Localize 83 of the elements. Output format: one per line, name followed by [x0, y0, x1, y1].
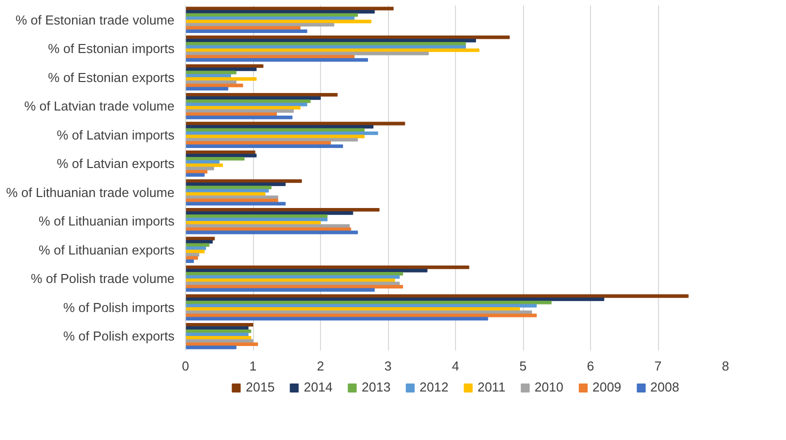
bar: [186, 198, 278, 202]
x-tick-label: 6: [586, 358, 594, 374]
bar: [186, 6, 394, 10]
bar: [186, 70, 236, 74]
legend-label: 2013: [362, 380, 391, 394]
bar: [186, 38, 476, 42]
y-tick-label: % of Latvian exports: [56, 156, 175, 172]
bar: [186, 122, 406, 126]
bar: [186, 300, 552, 304]
bar: [186, 332, 249, 336]
bar: [186, 230, 358, 234]
bar: [186, 259, 194, 263]
bar: [186, 294, 689, 298]
bar: [186, 29, 308, 33]
legend-label: 2008: [650, 380, 680, 394]
bar: [186, 128, 365, 132]
bar: [186, 243, 210, 247]
bar: [186, 134, 365, 138]
bar: [186, 282, 400, 286]
x-tick-label: 5: [519, 358, 527, 374]
bar: [186, 109, 294, 113]
bar: [186, 186, 272, 190]
bar: [186, 339, 254, 343]
bar: [186, 275, 400, 279]
legend-label: 2012: [420, 380, 448, 394]
bar: [186, 314, 537, 318]
bar: [186, 202, 286, 206]
bar: [186, 102, 308, 106]
x-tick-label: 4: [452, 358, 460, 374]
y-tick-label: % of Lithuanian exports: [38, 242, 175, 258]
legend-label: 2009: [592, 380, 622, 394]
bar: [186, 250, 205, 254]
bar: [186, 141, 331, 145]
bar: [186, 84, 244, 88]
x-tick-label: 0: [182, 358, 190, 374]
y-tick-label: % of Lithuanian trade volume: [6, 184, 175, 200]
bar: [186, 218, 328, 222]
bar: [186, 173, 205, 177]
bar: [186, 256, 198, 260]
x-tick-label: 3: [384, 358, 392, 374]
bar: [186, 86, 228, 90]
bar: [186, 96, 321, 100]
bar: [186, 154, 257, 158]
bar: [186, 77, 257, 81]
bar: [186, 52, 429, 56]
y-tick-label: % of Estonian exports: [48, 70, 175, 85]
x-tick-label: 8: [722, 358, 730, 374]
bar: [186, 179, 302, 183]
bar: [186, 288, 375, 292]
bar: [186, 64, 264, 68]
y-tick-label: % of Latvian trade volume: [24, 98, 175, 114]
bar: [186, 20, 372, 24]
bar: [186, 224, 350, 228]
y-tick-label: % of Latvian imports: [56, 127, 175, 142]
x-tick-label: 2: [316, 358, 324, 374]
legend-label: 2014: [304, 380, 333, 394]
bar: [186, 211, 354, 215]
legend-label: 2010: [534, 380, 564, 394]
y-tick-label: % of Polish exports: [63, 328, 175, 344]
y-tick-label: % of Polish imports: [63, 300, 175, 315]
bar: [186, 316, 488, 320]
bar: [186, 144, 344, 148]
bar: [186, 166, 214, 170]
bar: [186, 268, 428, 272]
bar: [186, 326, 249, 330]
y-tick-label: % of Lithuanian imports: [38, 214, 175, 229]
bar: [186, 192, 266, 196]
bar: [186, 58, 368, 62]
bar: [186, 236, 215, 240]
bar: [186, 116, 292, 120]
legend-label: 2011: [477, 380, 506, 394]
bar: [186, 307, 520, 311]
bar: [186, 160, 220, 164]
y-tick-label: % of Polish trade volume: [30, 271, 175, 286]
y-tick-label: % of Estonian imports: [48, 41, 175, 56]
legend-label: 2015: [246, 380, 275, 394]
bar: [186, 26, 300, 30]
x-tick-label: 1: [249, 358, 257, 374]
bar: [186, 13, 358, 17]
bar: [186, 346, 236, 350]
bar: [186, 45, 466, 49]
x-tick-label: 7: [654, 358, 662, 374]
y-tick-label: % of Estonian trade volume: [16, 12, 175, 28]
